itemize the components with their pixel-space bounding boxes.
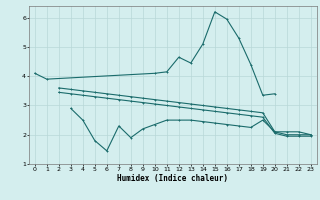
X-axis label: Humidex (Indice chaleur): Humidex (Indice chaleur) xyxy=(117,174,228,183)
